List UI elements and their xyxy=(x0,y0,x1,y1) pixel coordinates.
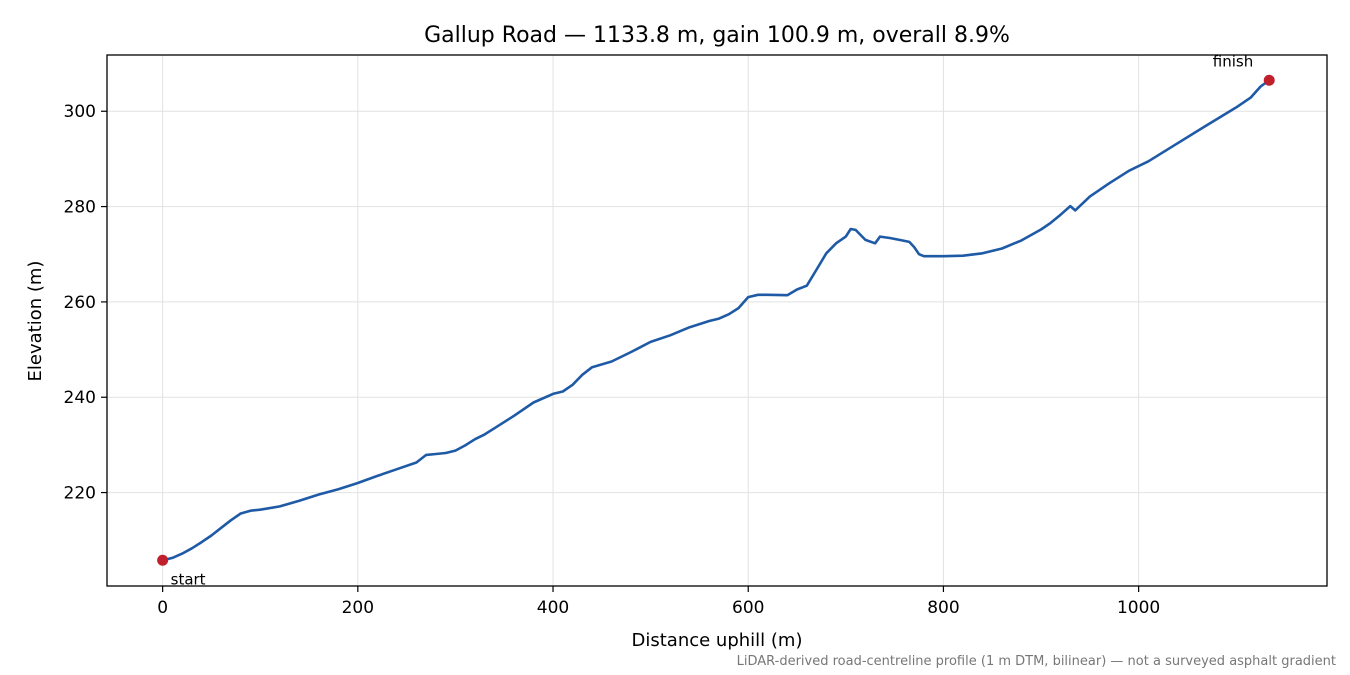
finish-marker xyxy=(1263,74,1275,86)
y-tick-label: 240 xyxy=(64,388,96,408)
x-tick-label: 800 xyxy=(927,598,959,618)
x-tick-label: 200 xyxy=(342,598,374,618)
start-marker xyxy=(157,554,169,566)
axis-ticks: 0 200 400 600 800 1000 220 240 260 280 300 xyxy=(64,102,1161,618)
x-axis-title: Distance uphill (m) xyxy=(632,630,803,651)
plot-area: start finish xyxy=(157,52,1275,588)
y-tick-label: 260 xyxy=(64,293,96,313)
grid-lines xyxy=(107,55,1327,586)
y-axis-title: Elevation (m) xyxy=(25,261,46,382)
x-tick-label: 600 xyxy=(732,598,764,618)
y-tick-label: 280 xyxy=(64,198,96,218)
x-tick-label: 0 xyxy=(157,598,168,618)
chart-title: Gallup Road — 1133.8 m, gain 100.9 m, ov… xyxy=(424,23,1010,48)
y-tick-label: 220 xyxy=(64,484,96,504)
x-tick-label: 1000 xyxy=(1117,598,1160,618)
start-label: start xyxy=(171,570,206,588)
elevation-line xyxy=(161,79,1271,562)
x-tick-label: 400 xyxy=(537,598,569,618)
footnote: LiDAR-derived road-centreline profile (1… xyxy=(737,654,1336,669)
plot-frame xyxy=(106,54,1328,587)
finish-label: finish xyxy=(1213,52,1253,70)
y-tick-label: 300 xyxy=(64,102,96,122)
